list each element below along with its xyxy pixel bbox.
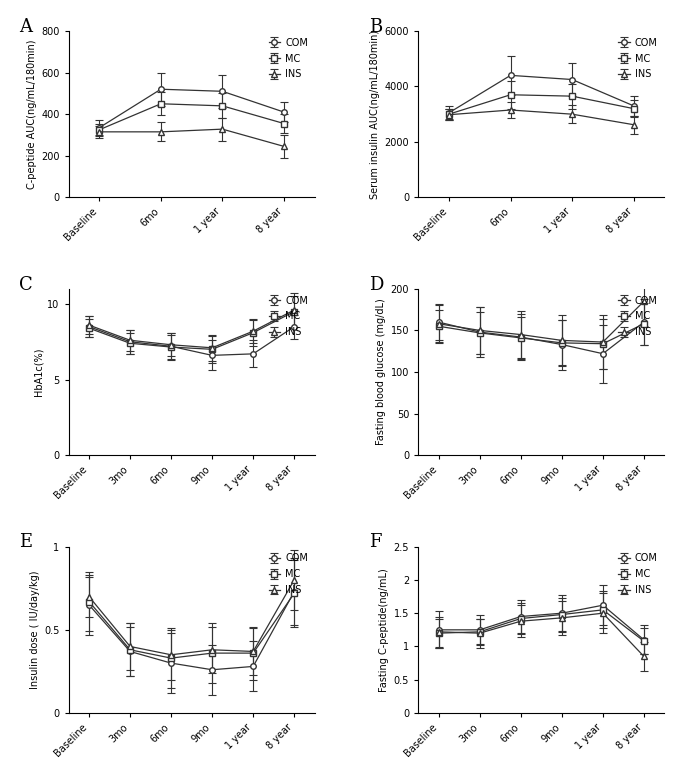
Legend: COM, MC, INS: COM, MC, INS: [266, 552, 310, 597]
Text: C: C: [19, 276, 33, 294]
Legend: COM, MC, INS: COM, MC, INS: [616, 36, 660, 81]
Legend: COM, MC, INS: COM, MC, INS: [616, 294, 660, 339]
Y-axis label: Fasting blood glucose (mg/dL): Fasting blood glucose (mg/dL): [377, 298, 386, 446]
Text: A: A: [19, 18, 32, 36]
Text: D: D: [369, 276, 384, 294]
Text: B: B: [369, 18, 382, 36]
Text: F: F: [369, 533, 382, 551]
Legend: COM, MC, INS: COM, MC, INS: [266, 36, 310, 81]
Y-axis label: Fasting C-peptide(ng/mL): Fasting C-peptide(ng/mL): [379, 568, 390, 692]
Legend: COM, MC, INS: COM, MC, INS: [616, 552, 660, 597]
Legend: COM, MC, INS: COM, MC, INS: [266, 294, 310, 339]
Y-axis label: Insulin dose ( IU/day/kg): Insulin dose ( IU/day/kg): [30, 570, 40, 689]
Y-axis label: HbA1c(%): HbA1c(%): [33, 348, 43, 396]
Y-axis label: C-peptide AUC(ng/mL/180min): C-peptide AUC(ng/mL/180min): [27, 40, 37, 189]
Text: E: E: [19, 533, 32, 551]
Y-axis label: Serum insulin AUC(ng/mL/180min): Serum insulin AUC(ng/mL/180min): [371, 29, 380, 198]
